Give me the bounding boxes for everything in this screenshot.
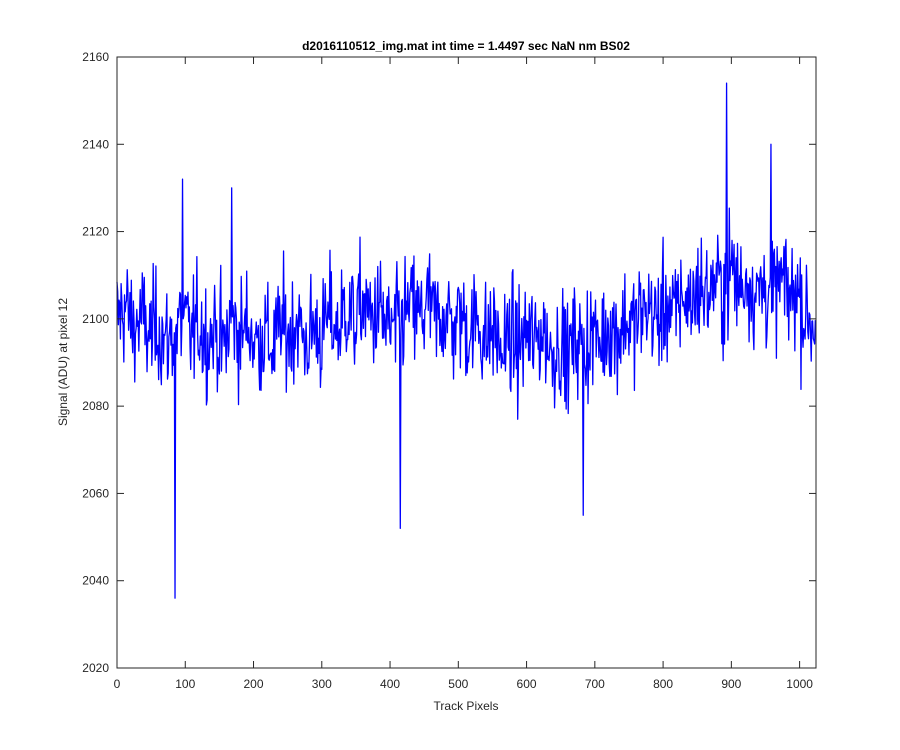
ticks-layer: 0 100 200 300 400 500 600 700 800 900 1000 2020 2040… (82, 50, 816, 691)
x-tick-label: 700 (585, 677, 605, 691)
y-tick-label: 2140 (82, 137, 109, 151)
x-tick-label: 300 (312, 677, 332, 691)
y-tick-label: 2120 (82, 225, 109, 239)
y-tick-label: 2020 (82, 661, 109, 675)
x-tick-label: 500 (448, 677, 468, 691)
x-tick-label: 600 (517, 677, 537, 691)
y-tick-label: 2160 (82, 50, 109, 64)
axes-box (116, 56, 817, 669)
x-tick-label: 400 (380, 677, 400, 691)
y-axis-label: Signal (ADU) at pixel 12 (56, 298, 70, 426)
x-tick-label: 100 (175, 677, 195, 691)
y-tick-label: 2060 (82, 486, 109, 500)
x-tick-label: 200 (244, 677, 264, 691)
x-tick-label: 1000 (786, 677, 813, 691)
series-layer (116, 82, 816, 599)
y-tick-label: 2040 (82, 574, 109, 588)
x-tick-label: 0 (114, 677, 121, 691)
y-tick-label: 2100 (82, 312, 109, 326)
y-tick-label: 2080 (82, 399, 109, 413)
series-line (116, 82, 816, 599)
x-axis-label: Track Pixels (434, 699, 499, 713)
x-tick-label: 900 (721, 677, 741, 691)
x-tick-label: 800 (653, 677, 673, 691)
chart-title: d2016110512_img.mat int time = 1.4497 se… (302, 39, 630, 53)
